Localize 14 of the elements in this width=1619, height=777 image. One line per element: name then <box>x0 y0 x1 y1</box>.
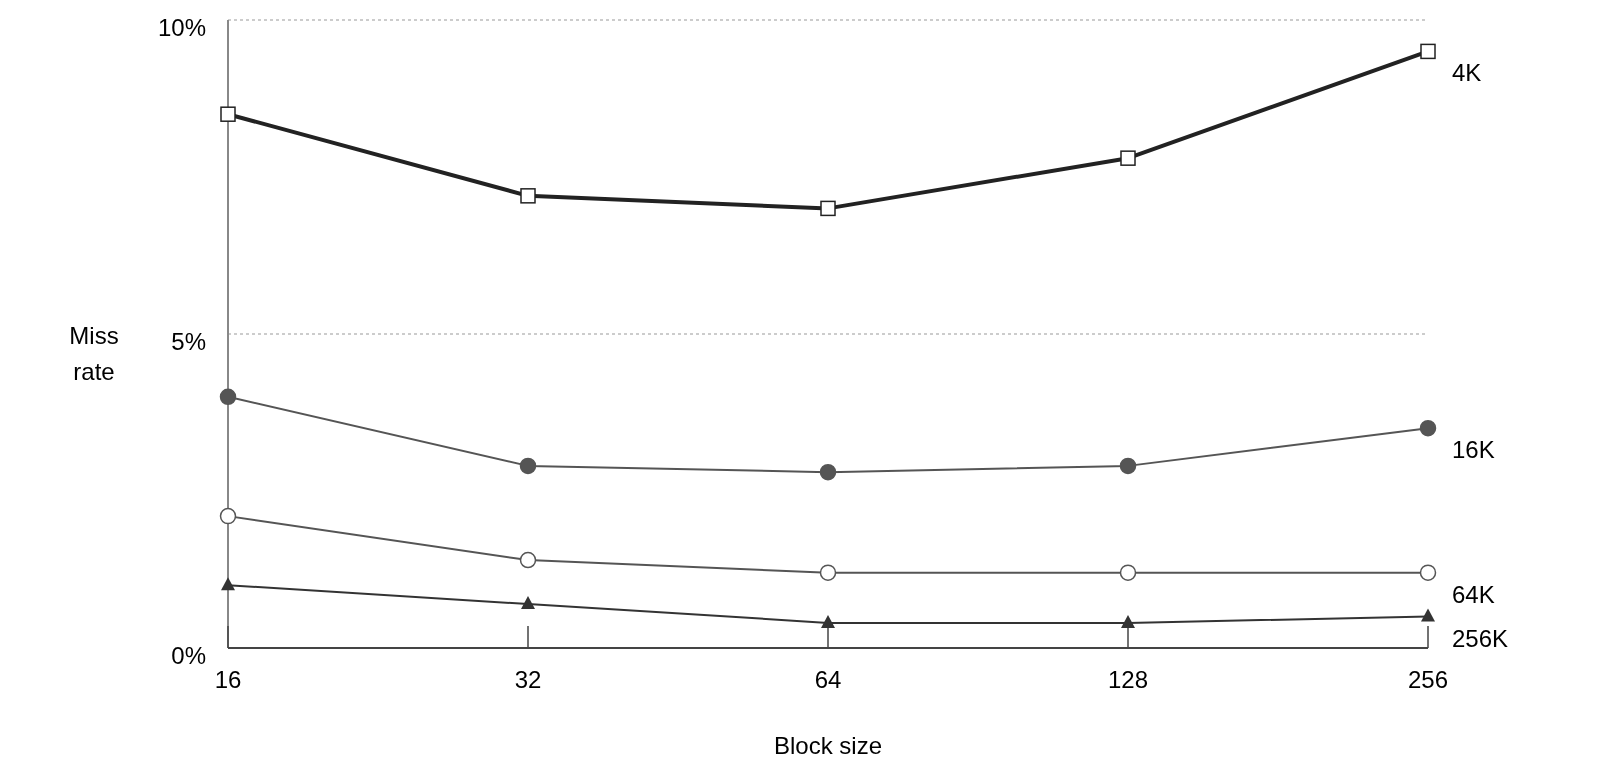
series-label: 16K <box>1452 436 1495 464</box>
x-tick-label: 32 <box>514 666 542 693</box>
y-tick-label: 0% <box>171 642 206 669</box>
series-label: 64K <box>1452 580 1495 608</box>
y-tick-label: 5% <box>171 328 206 355</box>
series-label: 4K <box>1452 59 1482 87</box>
x-axis-title: Block size <box>773 732 883 759</box>
series-label: 256K <box>1452 624 1509 652</box>
y-axis-title: Miss rate <box>69 322 119 385</box>
x-tick-label: 64 <box>814 666 842 693</box>
x-tick-label: 16 <box>214 666 242 693</box>
y-tick-label: 10% <box>157 14 206 41</box>
x-tick-label: 256 <box>1407 666 1449 693</box>
x-tick-label: 128 <box>1107 666 1149 693</box>
